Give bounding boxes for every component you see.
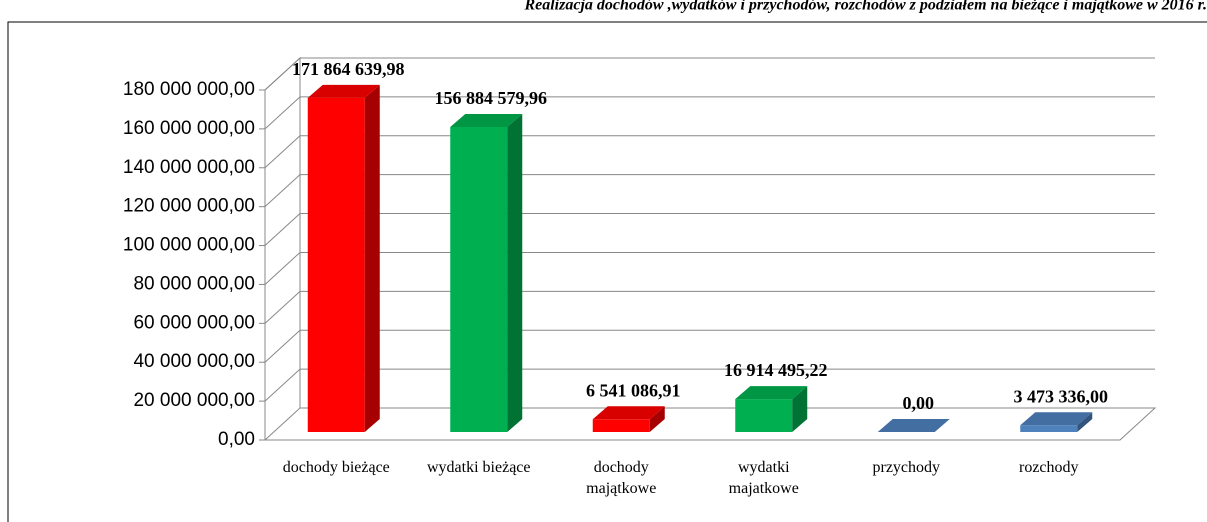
bar-top — [1020, 412, 1093, 426]
grid-line — [264, 251, 1155, 285]
value-label: 3 473 336,00 — [1014, 386, 1109, 406]
value-label: 156 884 579,96 — [435, 88, 548, 108]
bar-front — [1020, 425, 1078, 432]
chart-frame — [7, 21, 1207, 522]
grid-line — [264, 174, 1155, 208]
side-wall — [264, 56, 301, 440]
bar-side — [1077, 412, 1093, 432]
bar-side — [364, 84, 380, 432]
bar-side — [507, 113, 523, 432]
y-tick-label: 0,00 — [218, 429, 255, 450]
bar-top — [877, 419, 950, 432]
x-tick-label: wydatki bieżące — [427, 459, 531, 476]
value-label: 171 864 639,98 — [292, 59, 405, 79]
bar-top — [307, 84, 380, 98]
x-tick-label: dochody majątkowe — [586, 459, 657, 497]
grid-line — [264, 96, 1155, 130]
bar-front — [450, 126, 508, 432]
y-tick-label: 60 000 000,00 — [133, 312, 255, 333]
grid-line — [264, 57, 1155, 91]
grid-line — [264, 329, 1155, 363]
x-tick-label: przychody — [872, 459, 941, 476]
bar-side — [649, 406, 665, 432]
value-label: 0,00 — [903, 393, 935, 413]
x-tick-label: wydatki majatkowe — [728, 459, 799, 497]
x-tick-label: rozchody — [1018, 459, 1079, 476]
bar-side — [792, 386, 808, 432]
y-tick-label: 100 000 000,00 — [123, 235, 255, 256]
bar-top — [592, 406, 665, 420]
grid-line — [264, 407, 1155, 441]
grid-line — [264, 368, 1155, 402]
bar-front — [307, 97, 365, 432]
grid-line — [264, 290, 1155, 324]
chart-title: Realizacja dochodów ,wydatków i przychod… — [523, 0, 1207, 14]
y-tick-label: 180 000 000,00 — [123, 79, 255, 100]
bar-front — [592, 419, 650, 432]
bar-front — [735, 399, 793, 432]
y-tick-label: 20 000 000,00 — [133, 390, 255, 411]
bar-top — [735, 386, 808, 400]
y-tick-label: 140 000 000,00 — [123, 157, 255, 178]
floor — [265, 407, 1157, 441]
y-tick-label: 40 000 000,00 — [133, 351, 255, 372]
y-tick-label: 160 000 000,00 — [123, 118, 255, 139]
value-label: 16 914 495,22 — [724, 360, 828, 380]
bar-top — [450, 113, 523, 127]
grid-line — [264, 135, 1155, 169]
grid-line — [264, 213, 1155, 246]
value-label: 6 541 086,91 — [586, 380, 681, 400]
y-tick-label: 120 000 000,00 — [123, 196, 255, 217]
y-tick-label: 80 000 000,00 — [133, 273, 255, 294]
x-tick-label: dochody bieżące — [282, 459, 390, 476]
